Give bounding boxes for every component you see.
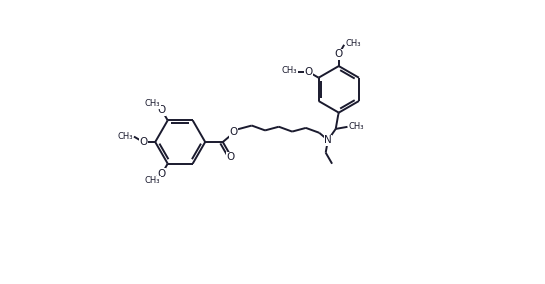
Text: O: O bbox=[226, 153, 234, 162]
Text: O: O bbox=[158, 169, 166, 179]
Text: CH₃: CH₃ bbox=[349, 122, 365, 131]
Text: CH₃: CH₃ bbox=[117, 132, 132, 141]
Text: CH₃: CH₃ bbox=[282, 66, 298, 75]
Text: CH₃: CH₃ bbox=[346, 39, 361, 49]
Text: O: O bbox=[335, 49, 343, 59]
Text: N: N bbox=[324, 135, 332, 145]
Text: O: O bbox=[139, 137, 147, 147]
Text: CH₃: CH₃ bbox=[144, 176, 160, 185]
Text: CH₃: CH₃ bbox=[144, 99, 160, 108]
Text: O: O bbox=[158, 105, 166, 115]
Text: O: O bbox=[304, 67, 312, 77]
Text: O: O bbox=[229, 128, 238, 137]
